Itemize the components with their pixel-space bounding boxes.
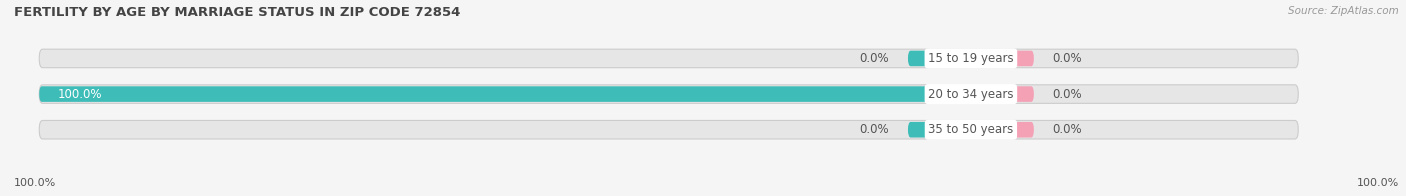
Text: Source: ZipAtlas.com: Source: ZipAtlas.com: [1288, 6, 1399, 16]
Text: 100.0%: 100.0%: [58, 88, 103, 101]
FancyBboxPatch shape: [39, 86, 972, 102]
Text: 100.0%: 100.0%: [14, 178, 56, 188]
FancyBboxPatch shape: [972, 122, 1033, 138]
Text: 0.0%: 0.0%: [1053, 123, 1083, 136]
FancyBboxPatch shape: [908, 51, 972, 66]
FancyBboxPatch shape: [39, 49, 1298, 68]
Text: 35 to 50 years: 35 to 50 years: [928, 123, 1014, 136]
FancyBboxPatch shape: [39, 121, 1298, 139]
FancyBboxPatch shape: [972, 86, 1033, 102]
Text: 0.0%: 0.0%: [859, 123, 889, 136]
Text: 15 to 19 years: 15 to 19 years: [928, 52, 1014, 65]
Text: 0.0%: 0.0%: [859, 52, 889, 65]
Text: 0.0%: 0.0%: [1053, 52, 1083, 65]
Text: 0.0%: 0.0%: [1053, 88, 1083, 101]
Text: 20 to 34 years: 20 to 34 years: [928, 88, 1014, 101]
FancyBboxPatch shape: [908, 122, 972, 138]
Text: FERTILITY BY AGE BY MARRIAGE STATUS IN ZIP CODE 72854: FERTILITY BY AGE BY MARRIAGE STATUS IN Z…: [14, 6, 460, 19]
Text: 100.0%: 100.0%: [1357, 178, 1399, 188]
FancyBboxPatch shape: [972, 51, 1033, 66]
FancyBboxPatch shape: [39, 85, 1298, 103]
